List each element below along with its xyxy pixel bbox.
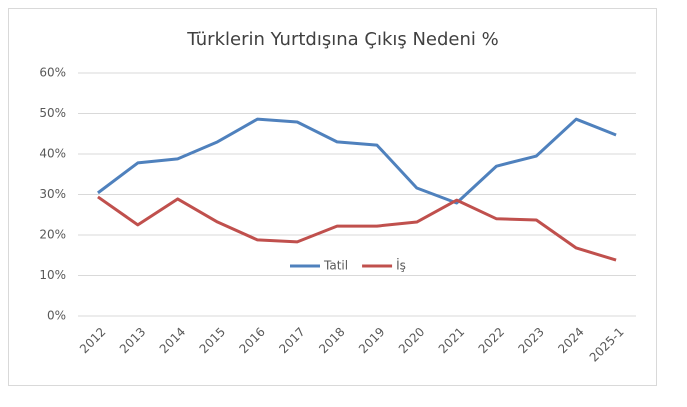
y-tick-label: 50% <box>39 106 66 120</box>
chart-border <box>8 8 657 386</box>
y-tick-label: 20% <box>39 228 66 242</box>
y-tick-label: 0% <box>47 309 66 323</box>
legend-label: Tatil <box>323 259 348 273</box>
y-tick-label: 10% <box>39 268 66 282</box>
series-line <box>97 117 617 205</box>
series-line <box>97 195 617 262</box>
chart-title: Türklerin Yurtdışına Çıkış Nedeni % <box>186 29 499 50</box>
y-tick-label: 40% <box>39 147 66 161</box>
legend-label: İş <box>396 258 406 273</box>
y-tick-label: 30% <box>39 187 66 201</box>
y-tick-label: 60% <box>39 66 66 80</box>
